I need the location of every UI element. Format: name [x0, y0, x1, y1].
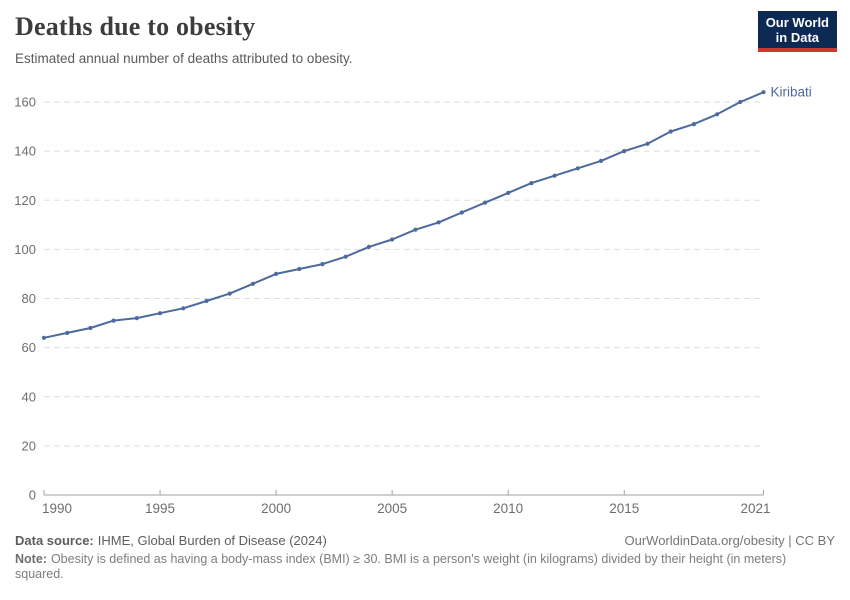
data-point[interactable]: [413, 227, 418, 232]
data-point[interactable]: [552, 173, 557, 178]
data-point[interactable]: [111, 318, 116, 323]
owid-logo[interactable]: Our World in Data: [757, 11, 837, 52]
data-point[interactable]: [390, 237, 395, 242]
data-point[interactable]: [482, 200, 488, 205]
footer-note-label: Note:: [15, 552, 47, 566]
x-tick-label: 1990: [42, 501, 72, 516]
data-point[interactable]: [343, 254, 348, 259]
data-source-value: IHME, Global Burden of Disease (2024): [97, 533, 327, 548]
data-point[interactable]: [506, 190, 511, 195]
series-label[interactable]: Kiribati: [771, 85, 812, 100]
chart-header: Deaths due to obesity Estimated annual n…: [15, 12, 352, 66]
data-point[interactable]: [691, 122, 697, 127]
data-point[interactable]: [645, 141, 650, 146]
y-tick-label: 120: [14, 193, 36, 208]
data-point[interactable]: [738, 99, 743, 105]
data-point[interactable]: [668, 129, 673, 134]
data-point[interactable]: [134, 316, 139, 321]
page-subtitle: Estimated annual number of deaths attrib…: [15, 51, 353, 66]
y-tick-label: 60: [22, 340, 36, 355]
data-point[interactable]: [250, 281, 255, 286]
logo-line-1: Our World: [765, 15, 829, 30]
data-point[interactable]: [227, 291, 232, 296]
data-point[interactable]: [715, 112, 720, 117]
data-source-label: Data source:: [15, 533, 94, 548]
chart-footer: Data source: IHME, Global Burden of Disea…: [15, 533, 835, 583]
gridlines: 0 20 40 60 80 100 120 140 160: [14, 95, 764, 503]
page-title: Deaths due to obesity: [15, 12, 256, 41]
data-point[interactable]: [622, 149, 627, 154]
x-axis: 1990 1995 2000 2005 2010 2015 2021: [42, 490, 771, 516]
data-point[interactable]: [366, 244, 371, 249]
data-point[interactable]: [88, 325, 93, 331]
data-point[interactable]: [575, 166, 580, 171]
y-tick-label: 20: [22, 438, 36, 453]
data-point[interactable]: [320, 262, 325, 267]
data-point[interactable]: [529, 181, 534, 186]
data-point[interactable]: [41, 335, 47, 340]
y-tick-label: 140: [14, 144, 36, 159]
y-tick-label: 40: [22, 389, 36, 404]
logo-line-2: in Data: [775, 30, 820, 45]
x-tick-label: 1995: [145, 501, 175, 516]
y-tick-label: 80: [22, 291, 36, 306]
data-point[interactable]: [157, 311, 163, 316]
y-tick-label: 0: [29, 488, 36, 503]
footer-note: Note: Obesity is defined as having a body…: [15, 552, 835, 583]
x-tick-label: 2021: [740, 501, 770, 516]
data-line[interactable]: [43, 91, 764, 339]
y-tick-label: 160: [14, 95, 36, 110]
data-source: Data source: IHME, Global Burden of Disea…: [15, 533, 327, 548]
data-point[interactable]: [297, 266, 302, 272]
data-point[interactable]: [65, 330, 70, 335]
x-tick-label: 2010: [493, 501, 523, 516]
x-tick-label: 2015: [609, 501, 639, 516]
series-kiribati[interactable]: Kiribati: [41, 85, 812, 340]
data-point[interactable]: [436, 220, 441, 225]
y-tick-label: 100: [14, 242, 36, 257]
x-tick-label: 2005: [377, 501, 407, 516]
x-tick-label: 2000: [261, 501, 291, 516]
footer-license-link[interactable]: OurWorldinData.org/obesity | CC BY: [624, 533, 836, 548]
footer-note-value: Obesity is defined as having a body-mass…: [15, 552, 787, 582]
data-point[interactable]: [204, 298, 209, 304]
data-point[interactable]: [598, 158, 604, 163]
data-point[interactable]: [459, 210, 464, 215]
data-point[interactable]: [761, 90, 766, 95]
data-point[interactable]: [181, 306, 186, 311]
data-point[interactable]: [274, 271, 279, 276]
